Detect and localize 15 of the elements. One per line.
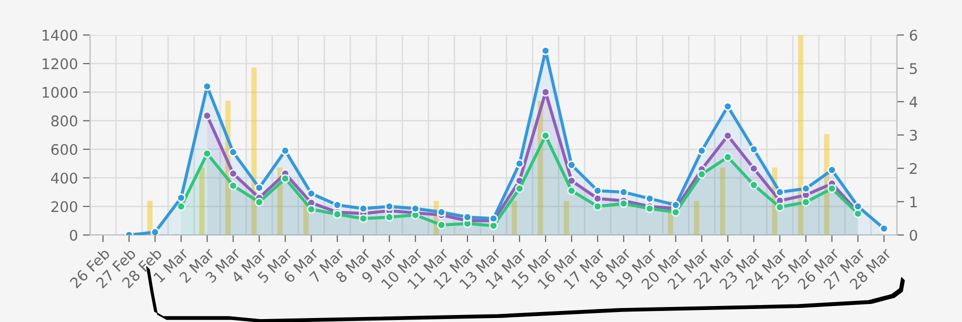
y2-tick-label: 4	[910, 96, 918, 108]
y-tick-label: 1000	[42, 86, 78, 98]
y2-tick-label: 6	[910, 30, 918, 41]
y-tick-label: 200	[51, 201, 78, 212]
y-tick-label: 1400	[42, 30, 78, 41]
y-tick-label: 1200	[42, 58, 78, 70]
y2-tick-label: 1	[910, 196, 917, 208]
y2-tick-label: 0	[910, 230, 918, 241]
y-tick-label: 0	[70, 230, 78, 241]
y-tick-label: 600	[51, 144, 78, 156]
y2-tick-label: 5	[910, 63, 917, 74]
y-tick-label: 400	[51, 172, 78, 184]
y2-tick-label: 3	[910, 130, 917, 141]
y-tick-label: 800	[51, 115, 78, 126]
y2-tick-label: 2	[910, 163, 917, 174]
